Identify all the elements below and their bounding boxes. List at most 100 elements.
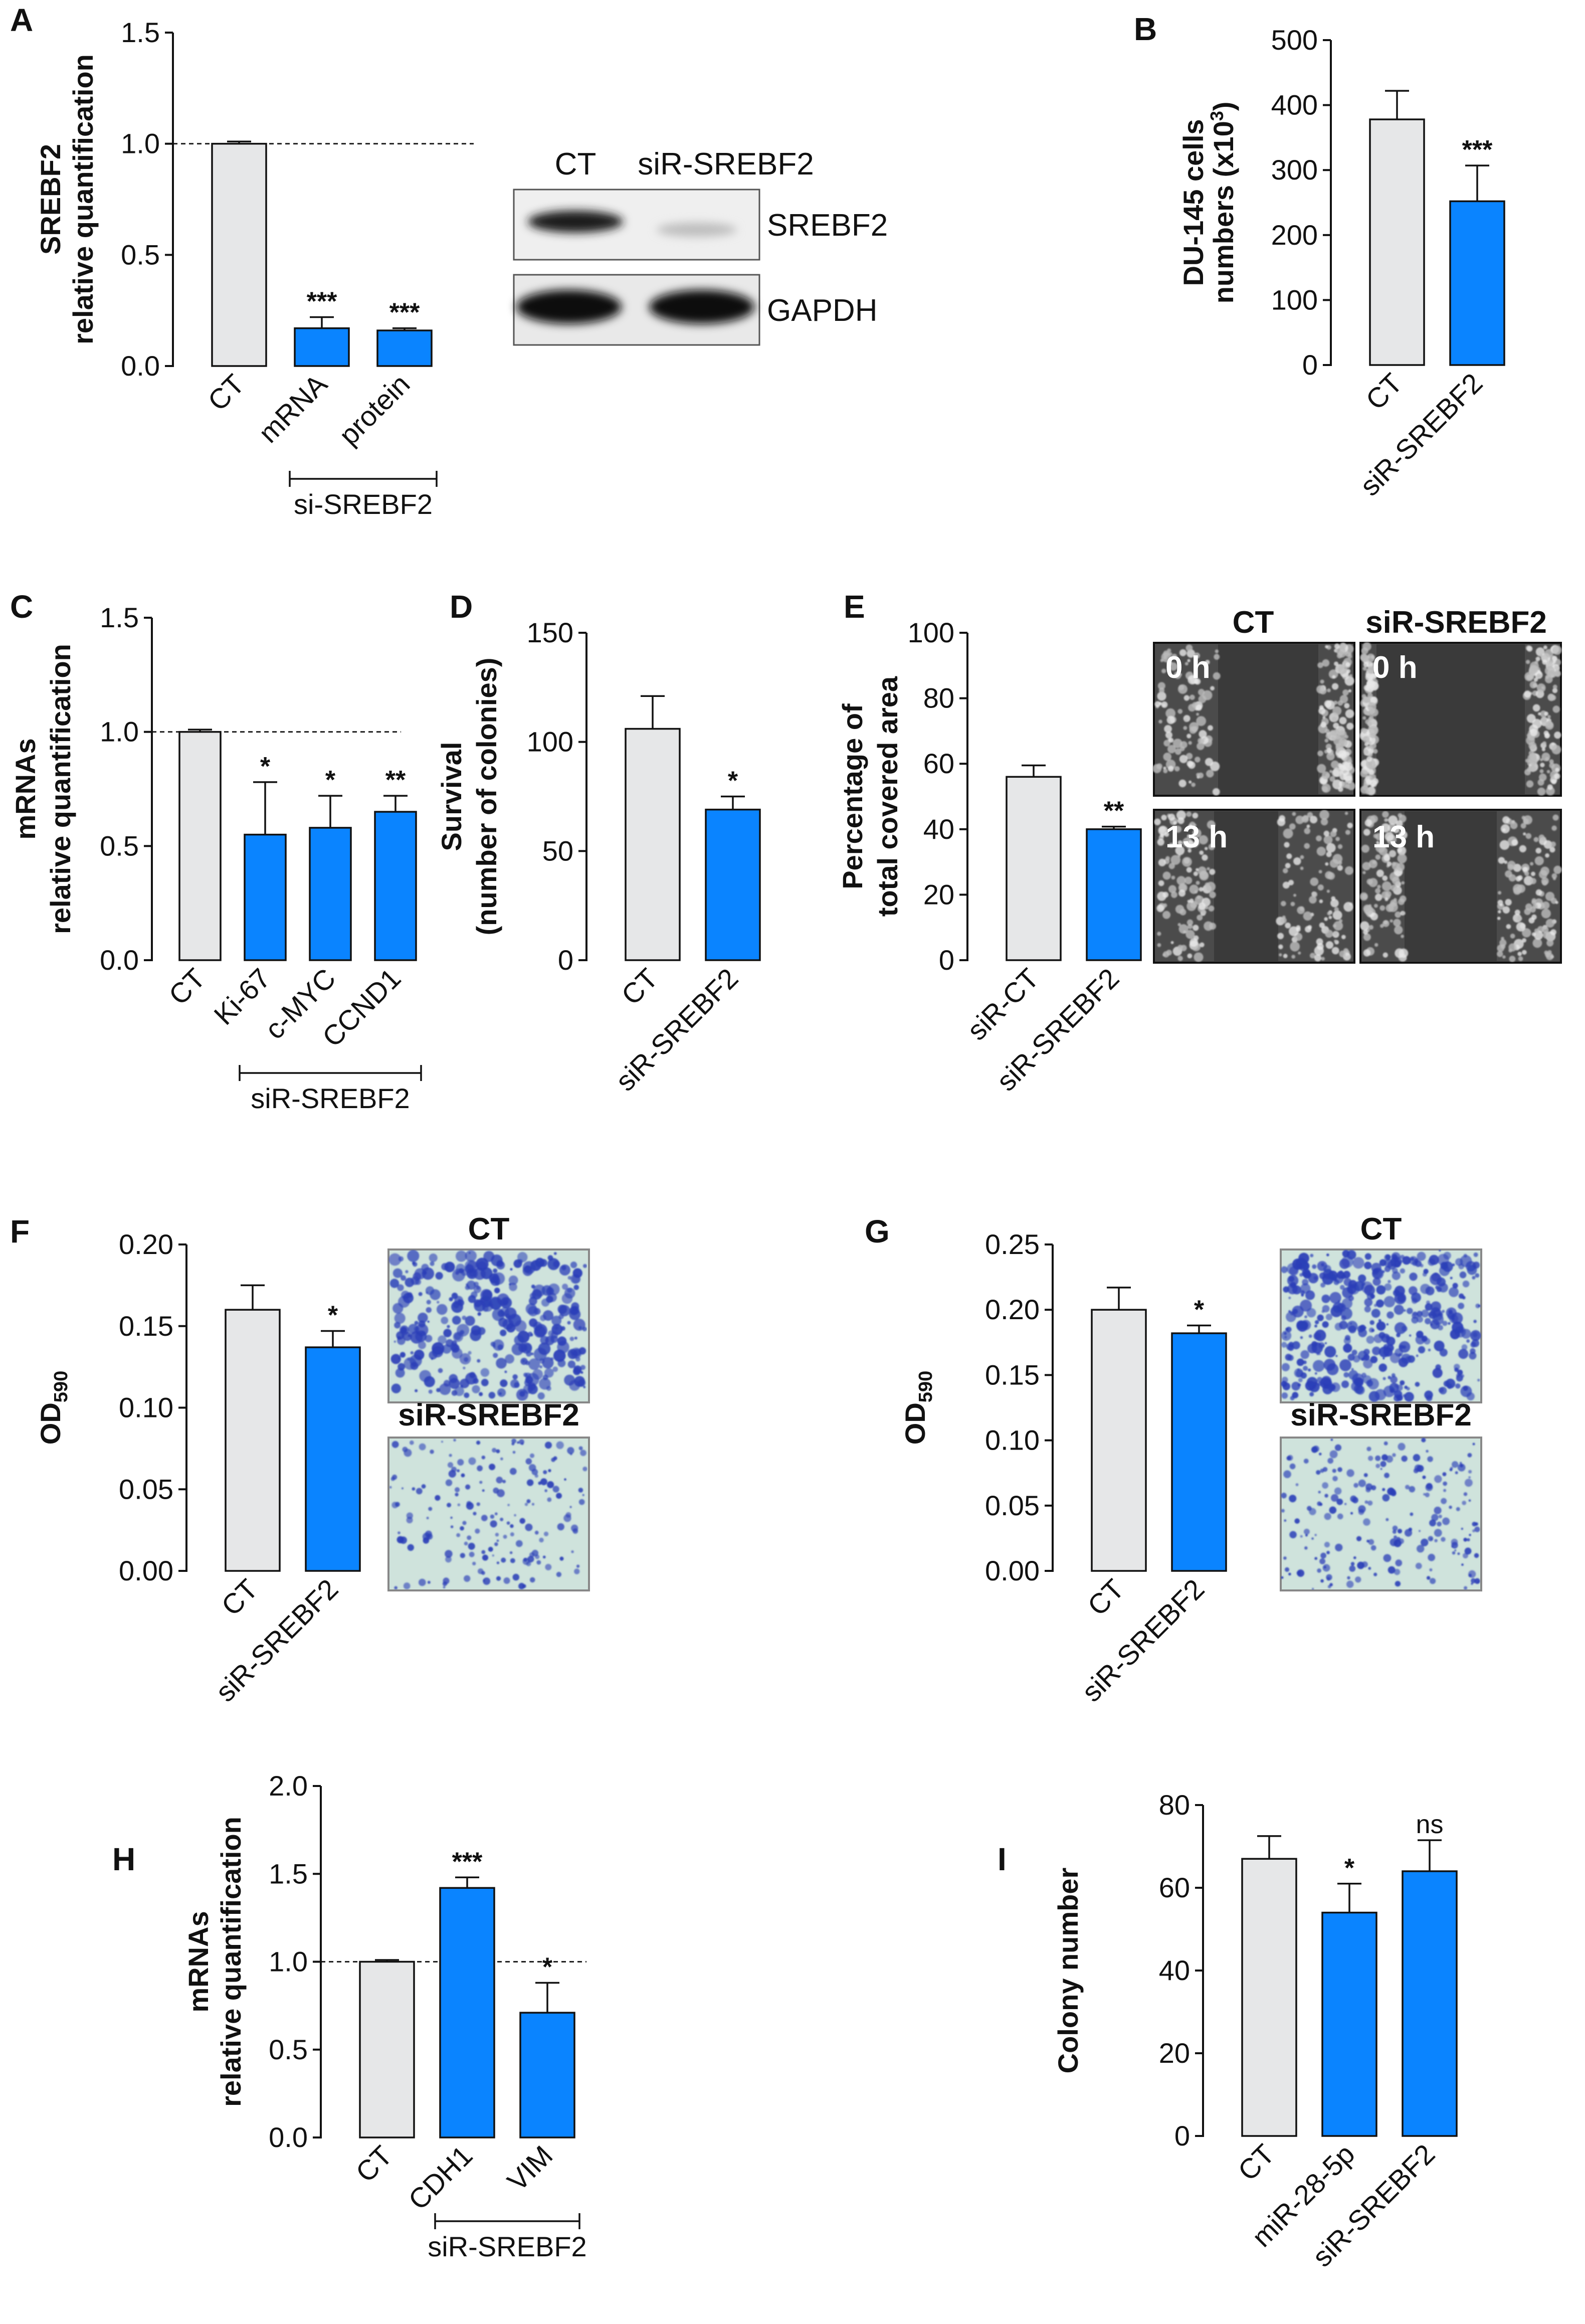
cell [492,1448,497,1453]
cell [1443,1481,1448,1486]
cell [1553,865,1562,874]
cell [496,1576,501,1581]
cell [503,1534,507,1539]
cell [529,1293,536,1299]
cell [1468,1470,1472,1474]
cell [1455,1471,1458,1475]
y-tick-label-h-2: 1.0 [269,1946,308,1978]
cell [1379,905,1385,911]
cell [1168,863,1175,869]
cell [1324,1494,1328,1498]
bar-i-0 [1241,1858,1297,2137]
cell [537,1392,545,1400]
cell [1176,810,1186,820]
cell [1369,1320,1375,1325]
cell [1394,1390,1403,1399]
cell [1330,760,1339,769]
cell [1325,862,1329,866]
cell [1531,932,1536,937]
cell [1173,821,1177,825]
y-tick-label-a-0: 0.0 [121,350,160,382]
cell [1197,915,1203,921]
cell [1534,856,1544,865]
cell [1333,921,1343,931]
cell [1434,1539,1438,1542]
cell [1423,1269,1429,1274]
cell [578,1446,583,1451]
cell [1383,1441,1388,1446]
cell [1467,1538,1470,1542]
cell [431,1357,434,1360]
cell [1543,840,1552,849]
cell [559,1556,564,1561]
cell [1544,950,1548,955]
cell [1532,704,1540,712]
cell [1525,659,1530,664]
cell [1184,876,1193,884]
cell [1544,711,1548,716]
cell [1366,756,1372,762]
chart-panel-i: CT*miR-28-5pnssiR-SREBF2020406080Colony … [1052,1789,1458,2273]
significance-h-1: *** [452,1847,483,1876]
cell [1474,1522,1478,1526]
y-tick-label-b-4: 400 [1271,89,1318,121]
cell [1186,834,1191,838]
cell [1330,1305,1342,1317]
micrograph-ct-13h [1153,809,1355,964]
category-label-b-0: CT [1359,367,1408,416]
cell [1329,770,1333,773]
cell [1475,1273,1480,1278]
cell [1166,716,1175,725]
cell [392,1268,403,1278]
cell [1324,700,1332,707]
cell [454,1487,460,1493]
group-label-h: siR-SREBF2 [428,2231,586,2262]
cell [1522,866,1528,872]
cell [1528,756,1538,766]
bar-a-0 [211,142,267,367]
cell [1324,739,1329,743]
cell [1157,838,1164,846]
y-tick-label-b-0: 0 [1302,349,1318,381]
cell [1394,926,1403,935]
cell [1338,750,1347,759]
cell [430,1450,434,1454]
bar-h-2 [519,2012,575,2138]
cell [1170,855,1181,865]
cell [1317,764,1326,773]
cell [1314,1557,1318,1560]
cell [1506,924,1511,929]
cell [1395,1559,1403,1566]
cell [443,1329,452,1337]
cell [1510,821,1518,829]
cell [1383,1296,1396,1308]
cell [1198,695,1207,703]
bar-e-0 [1006,776,1062,961]
cell [1183,726,1187,730]
cell [529,1318,538,1327]
cell [1366,1539,1369,1543]
cell [1326,1550,1330,1554]
cell [1192,812,1199,819]
cell [1542,741,1547,746]
cell [1163,903,1167,908]
cell [1314,1324,1317,1328]
cell [1531,914,1537,920]
cell [1362,642,1371,651]
cell [540,1478,547,1486]
cell [1281,1509,1285,1513]
cell [1340,1285,1345,1290]
cell [1390,1376,1398,1383]
cell [1187,924,1193,929]
cell [573,1285,579,1290]
cell [1451,1545,1454,1548]
y-axis-label-b-1: numbers (x103) [1207,102,1239,304]
y-tick-label-e-3: 60 [923,748,954,779]
cell [1345,662,1350,667]
y-axis-label-c-1: relative quantification [45,644,76,934]
cell [514,1320,527,1332]
cell [529,1453,535,1458]
cell [1286,1343,1293,1350]
cell [573,1318,585,1331]
cell [458,1268,464,1274]
